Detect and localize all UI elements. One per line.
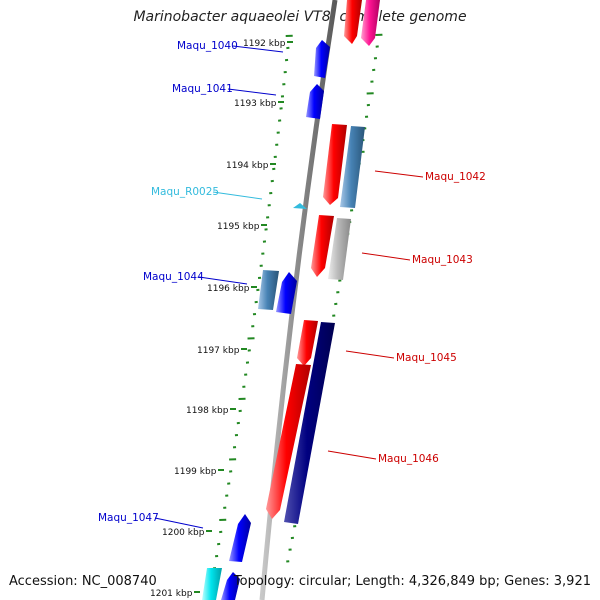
genome-summary-label: Topology: circular; Length: 4,326,849 bp… (233, 574, 591, 589)
tick-label: 1200 kbp (162, 528, 205, 538)
tick-label: 1196 kbp (207, 284, 250, 294)
gene-label-maqu-1046[interactable]: Maqu_1046 (378, 453, 439, 465)
gene-arrow-top-red[interactable] (344, 0, 362, 44)
gene-label-maqu-r0025[interactable]: Maqu_R0025 (151, 186, 219, 198)
gene-labels: Maqu_1040 Maqu_1041 Maqu_R0025 Maqu_1044 Maq… (98, 40, 486, 529)
gene-arrow-maqu-1044-b[interactable] (276, 272, 297, 314)
gene-leader-line (232, 45, 284, 53)
gene-arrow-maqu-1044-a[interactable] (258, 270, 279, 310)
gene-arrow-maqu-1040[interactable] (314, 40, 330, 78)
gene-arrow-maqu-1046-navy[interactable] (284, 322, 335, 524)
gene-leader-line (361, 252, 411, 261)
gene-label-maqu-1040[interactable]: Maqu_1040 (177, 40, 238, 52)
gene-arrow-maqu-1045[interactable] (297, 320, 318, 366)
gene-arrow-maqu-1042-b[interactable] (340, 126, 365, 208)
tick-label: 1194 kbp (226, 161, 269, 171)
gene-arrow-maqu-1043-a[interactable] (311, 215, 334, 277)
tick-label: 1192 kbp (243, 39, 286, 49)
gene-leader-line (374, 170, 424, 178)
gene-arrow-maqu-1042-a[interactable] (323, 124, 347, 205)
tick-label: 1197 kbp (197, 346, 240, 356)
gene-leader-line (327, 450, 377, 460)
forward-strand-genes (266, 0, 380, 524)
reverse-strand-genes (202, 40, 330, 600)
tick-label: 1195 kbp (217, 222, 260, 232)
gene-label-maqu-1041[interactable]: Maqu_1041 (172, 83, 233, 95)
gene-arrow-maqu-1043-b[interactable] (328, 218, 351, 280)
gene-arrow-top-pink[interactable] (361, 0, 380, 46)
gene-arrow-maqu-1046[interactable] (266, 364, 311, 519)
gene-leader-line (212, 191, 263, 200)
page-title: Marinobacter aquaeolei VT8, complete gen… (133, 9, 467, 25)
tick-label: 1201 kbp (150, 589, 193, 599)
gene-leader-line (198, 276, 248, 285)
tick-label: 1199 kbp (174, 467, 217, 477)
gene-label-maqu-1042[interactable]: Maqu_1042 (425, 171, 486, 183)
gene-arrow-maqu-1041[interactable] (306, 84, 324, 119)
gene-arrow-maqu-1047[interactable] (229, 514, 251, 562)
gene-leader-line (154, 517, 204, 529)
gene-label-maqu-1045[interactable]: Maqu_1045 (396, 352, 457, 364)
gene-label-maqu-1044[interactable]: Maqu_1044 (143, 271, 204, 283)
gene-label-maqu-1043[interactable]: Maqu_1043 (412, 254, 473, 266)
tick-label: 1193 kbp (234, 99, 277, 109)
gene-arrow-cyan[interactable] (202, 568, 222, 600)
gene-leader-line (227, 88, 277, 96)
tick-labels: 1192 kbp 1193 kbp 1194 kbp 1195 kbp 1196 kbp… (150, 39, 293, 599)
accession-label: Accession: NC_008740 (9, 574, 157, 589)
rna-arrow-maqu-r0025[interactable] (293, 203, 307, 209)
tick-label: 1198 kbp (186, 406, 229, 416)
gene-label-maqu-1047[interactable]: Maqu_1047 (98, 512, 159, 524)
gene-leader-line (345, 350, 395, 359)
gene-arrow-blue-bottom[interactable] (221, 572, 240, 600)
